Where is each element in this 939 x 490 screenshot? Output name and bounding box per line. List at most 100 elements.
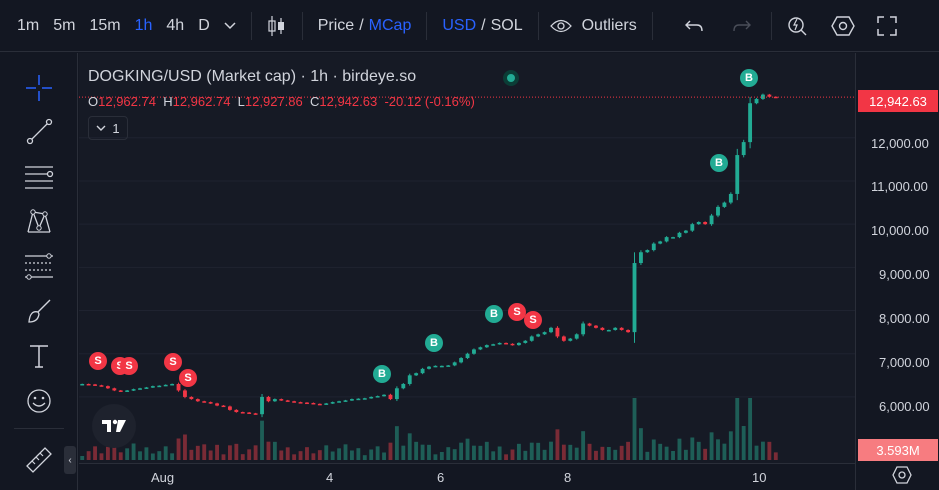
sell-marker[interactable]: S <box>120 357 138 375</box>
volume-bar <box>574 447 579 460</box>
sell-marker[interactable]: S <box>508 303 526 321</box>
chart-pane[interactable] <box>79 53 855 463</box>
axis-settings-icon[interactable] <box>890 463 914 487</box>
chevron-down-icon[interactable] <box>217 9 243 43</box>
interval-5m[interactable]: 5m <box>53 16 76 34</box>
low-value: 12,927.86 <box>244 94 303 109</box>
crosshair-icon[interactable] <box>20 69 58 107</box>
volume-bar <box>459 442 464 460</box>
horizontal-lines-icon[interactable] <box>20 157 58 195</box>
buy-marker[interactable]: B <box>425 334 443 352</box>
candle-body <box>157 385 162 388</box>
divider <box>426 11 428 40</box>
time-tick: 8 <box>564 470 572 485</box>
volume-bar <box>452 449 457 460</box>
candle-body <box>86 383 91 386</box>
volume-bar <box>144 447 149 460</box>
quick-search-icon[interactable] <box>780 9 814 43</box>
open-label: O <box>88 94 99 109</box>
time-axis[interactable]: Aug 4 6 8 10 <box>79 463 855 490</box>
volume-bar <box>234 443 239 460</box>
trend-line-icon[interactable] <box>20 112 58 150</box>
candle-body <box>375 396 380 398</box>
interval-1h[interactable]: 1h <box>134 16 153 34</box>
candle-body <box>285 400 290 402</box>
candle-body <box>414 373 419 376</box>
price-tick: 12,000.00 <box>871 136 929 151</box>
candle-body <box>735 155 740 194</box>
volume-bar <box>170 453 175 460</box>
high-label: H <box>163 94 173 109</box>
price-axis[interactable]: 12,000.00 11,000.00 10,000.00 9,000.00 8… <box>855 53 939 490</box>
low-label: L <box>237 94 245 109</box>
sell-marker[interactable]: S <box>524 311 542 329</box>
volume-bar <box>337 448 342 460</box>
price-toggle[interactable]: Price <box>317 16 355 34</box>
interval-4h[interactable]: 4h <box>166 16 185 34</box>
volume-bar <box>709 432 714 460</box>
buy-marker[interactable]: B <box>485 305 503 323</box>
candle-body <box>279 399 284 401</box>
mcap-toggle[interactable]: MCap <box>368 16 412 34</box>
collapse-toolbar-button[interactable]: ‹ <box>64 446 76 474</box>
brush-icon[interactable] <box>20 292 58 330</box>
interval-d[interactable]: D <box>198 16 210 34</box>
candle-body <box>587 323 592 326</box>
candle-body <box>510 343 515 346</box>
volume-bar <box>330 451 335 460</box>
volume-bar <box>504 454 508 460</box>
last-price-tag: 12,942.63 <box>858 90 938 112</box>
sell-marker[interactable]: S <box>89 352 107 370</box>
candle-body <box>767 94 772 97</box>
candle-body <box>195 399 200 402</box>
candle-body <box>298 402 303 404</box>
volume-bar <box>549 441 553 460</box>
volume-bar <box>266 441 271 460</box>
pattern-tool-icon[interactable] <box>20 202 58 240</box>
candle-body <box>568 338 573 341</box>
volume-bar <box>773 452 778 460</box>
candle-body <box>497 342 502 345</box>
candles-chart-type-icon[interactable] <box>260 9 294 43</box>
candle-body <box>292 401 297 403</box>
settings-icon[interactable] <box>826 9 860 43</box>
time-tick: Aug <box>151 470 175 485</box>
interval-1m[interactable]: 1m <box>17 16 40 34</box>
candle-body <box>382 394 386 397</box>
buy-marker[interactable]: B <box>710 154 728 172</box>
candlestick-chart[interactable] <box>79 53 855 463</box>
sell-marker[interactable]: S <box>164 353 182 371</box>
fullscreen-icon[interactable] <box>870 9 904 43</box>
emoji-icon[interactable] <box>20 382 58 420</box>
volume-bar <box>497 446 502 460</box>
redo-icon[interactable] <box>725 9 759 43</box>
volume-bar <box>401 445 406 460</box>
buy-marker[interactable]: B <box>373 365 391 383</box>
price-tick: 11,000.00 <box>871 179 928 194</box>
volume-bar <box>208 450 213 460</box>
buy-marker[interactable]: B <box>740 69 758 87</box>
volume-bar <box>439 452 444 460</box>
undo-icon[interactable] <box>677 9 711 43</box>
text-tool-icon[interactable] <box>20 337 58 375</box>
outliers-button[interactable]: Outliers <box>581 16 637 34</box>
volume-bar <box>516 443 521 460</box>
usd-toggle[interactable]: USD <box>442 16 477 34</box>
candle-body <box>594 325 598 328</box>
sol-toggle[interactable]: SOL <box>490 16 523 34</box>
candle-body <box>626 329 631 333</box>
fib-tool-icon[interactable] <box>20 247 58 285</box>
interval-15m[interactable]: 15m <box>89 16 121 34</box>
tradingview-logo[interactable] <box>92 404 136 448</box>
volume-bar <box>388 442 393 460</box>
candle-body <box>523 340 528 343</box>
volume-bar <box>279 450 284 460</box>
indicators-toggle[interactable]: 1 <box>88 116 128 140</box>
volume-bar <box>163 446 168 460</box>
candle-body <box>452 362 457 366</box>
ruler-icon[interactable] <box>20 441 58 479</box>
eye-icon[interactable] <box>547 9 575 43</box>
volume-bar <box>202 444 207 460</box>
candle-body <box>99 385 104 387</box>
sell-marker[interactable]: S <box>179 369 197 387</box>
